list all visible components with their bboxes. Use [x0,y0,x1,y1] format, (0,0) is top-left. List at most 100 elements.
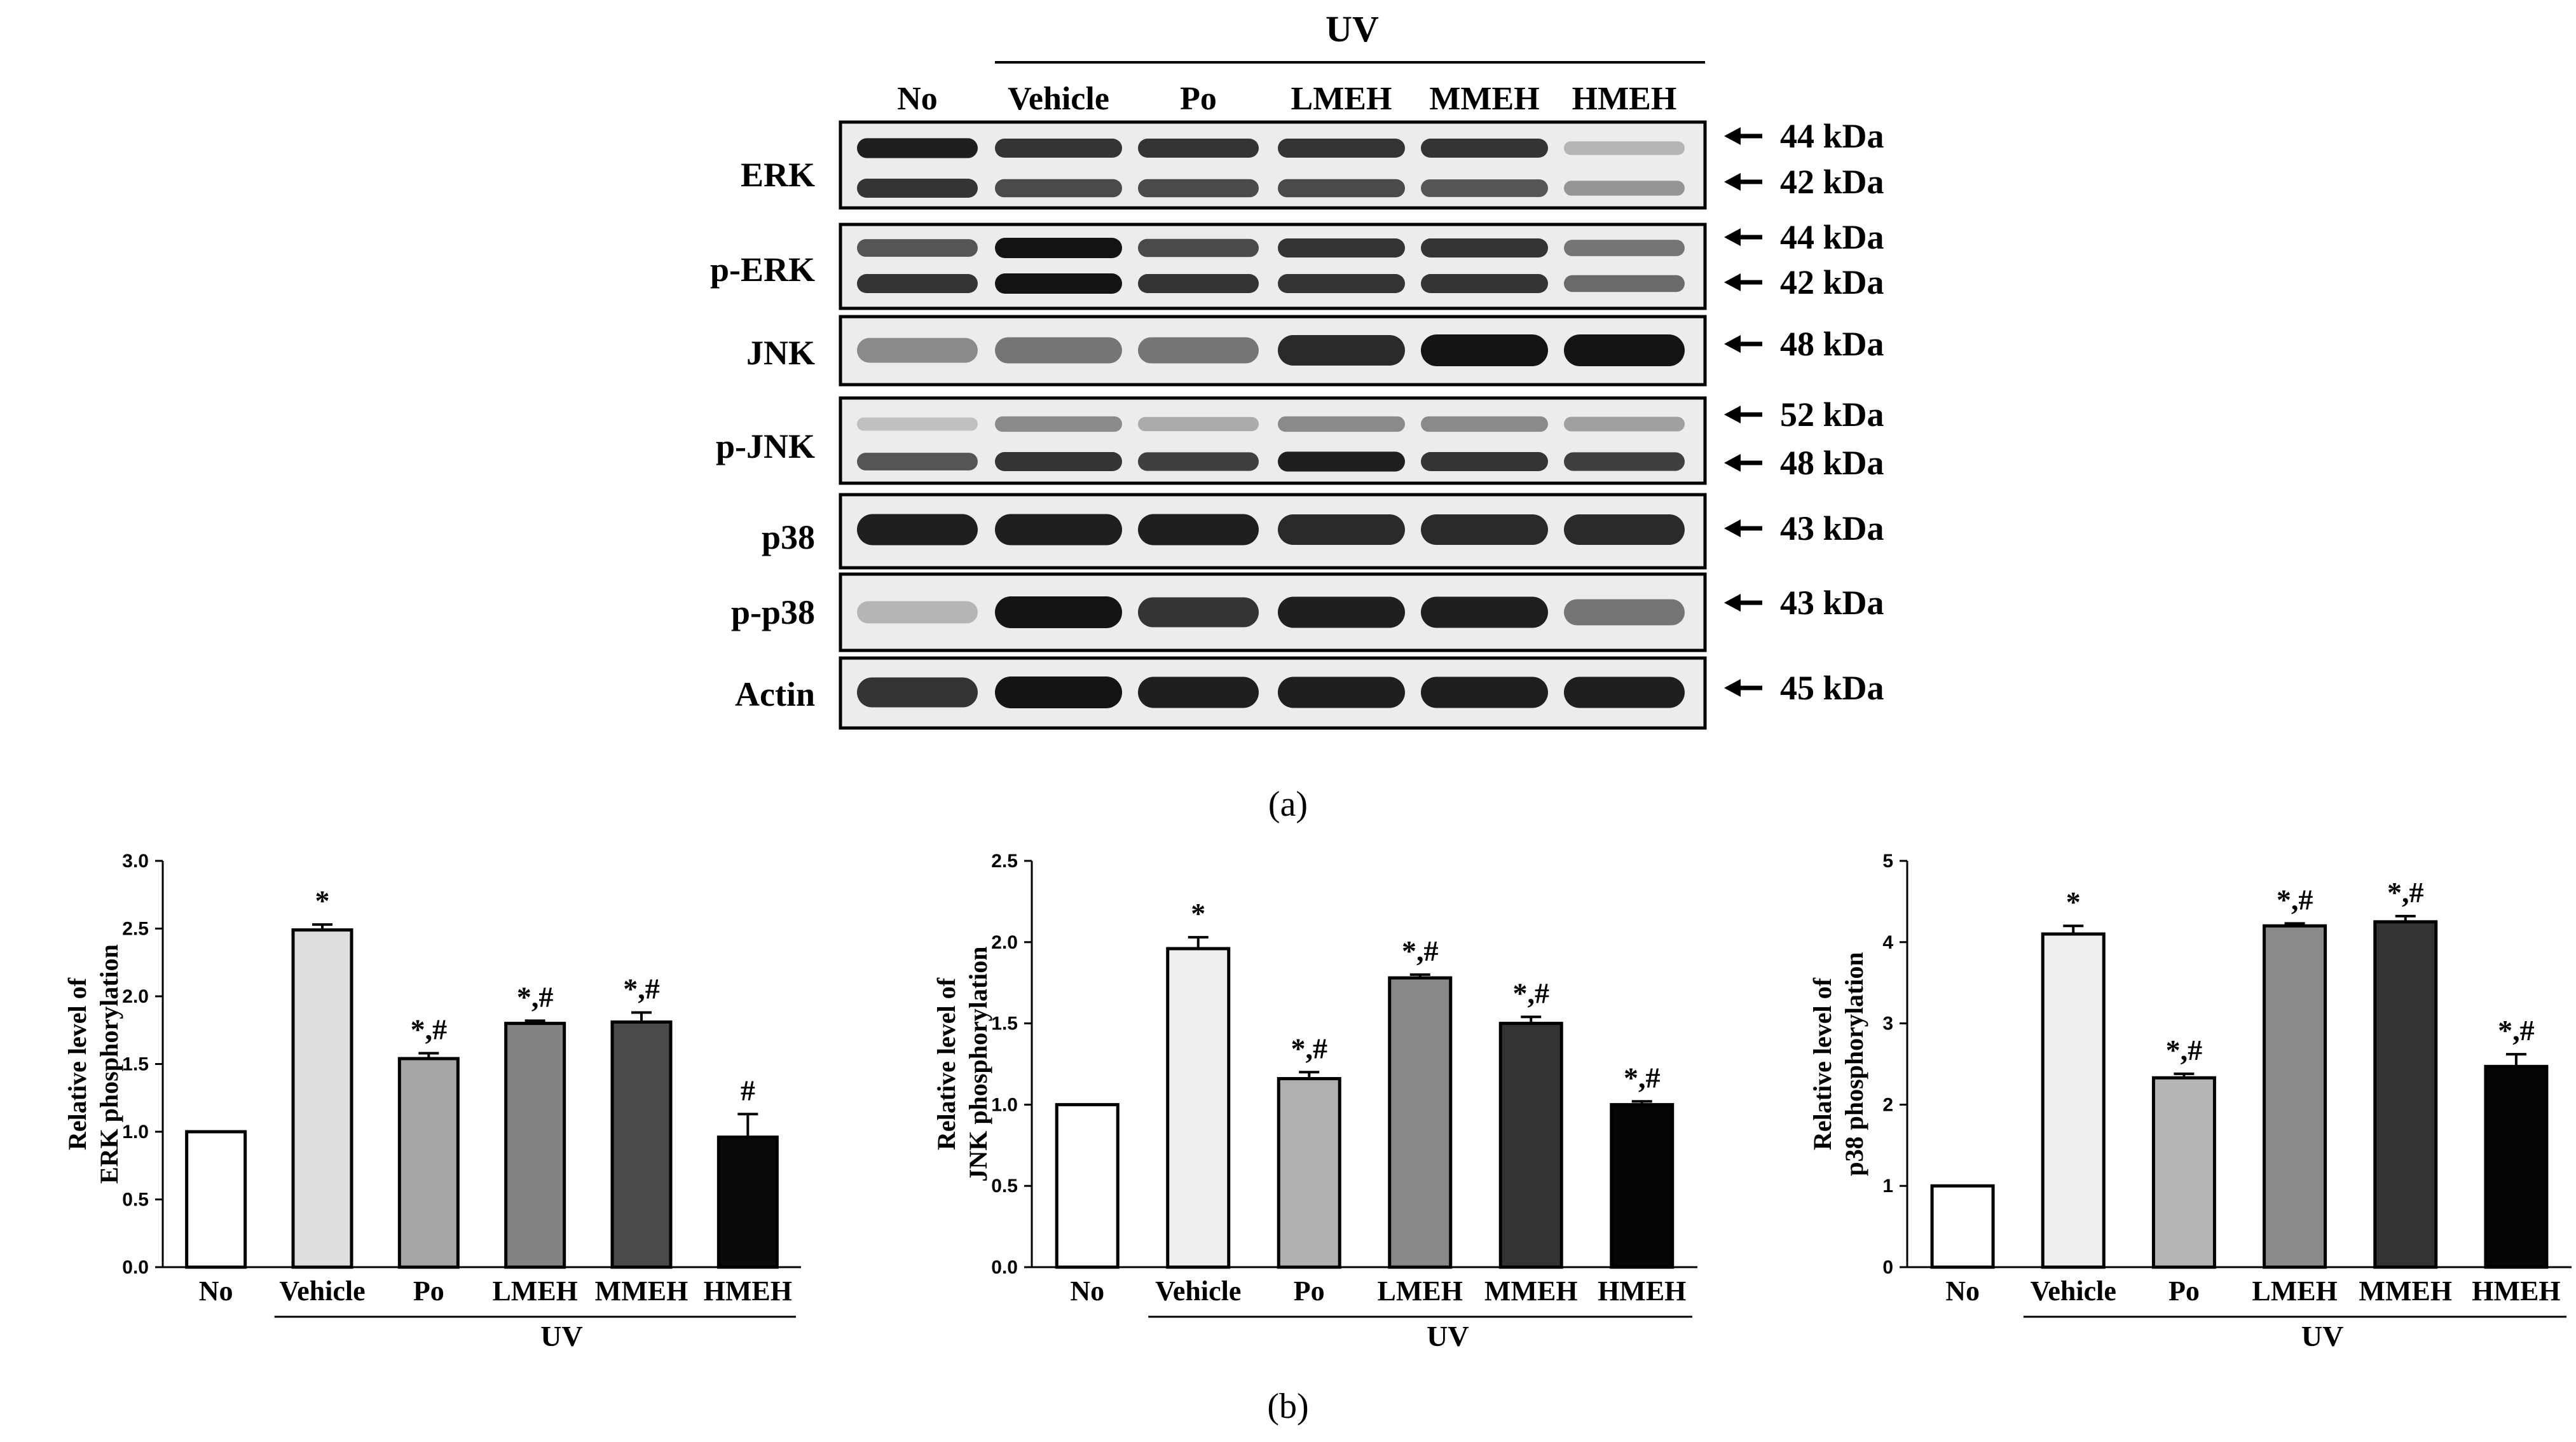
band [1278,416,1405,432]
significance-label: *,# [2166,1034,2203,1066]
x-tick-label: HMEH [1598,1275,1686,1307]
kda-label: 52 kDa [1780,395,1884,434]
lane-label-no: No [897,81,938,117]
kda-arrow-head [1724,273,1741,291]
y-tick-label: 2.0 [122,986,149,1007]
bar-no [1930,1184,1995,1269]
bar-hmeh [1610,1102,1675,1269]
bar-lmeh [1388,976,1453,1269]
x-tick-label: Po [413,1275,444,1307]
bar-chart-3: 0 1 2 3 4 5 Relative level of p38 phosphorylati… [1808,851,2572,1352]
band [995,179,1122,198]
band [1421,139,1548,158]
kda-label: 48 kDa [1780,444,1884,482]
y-tick-label: 2.0 [991,932,1018,953]
x-tick-label: MMEH [1484,1275,1578,1307]
lane-label-po: Po [1180,81,1217,117]
kda-label: 44 kDa [1780,218,1884,256]
y-tick-label: 3 [1882,1013,1893,1034]
blot-frame-jnk [839,315,1707,387]
x-tick-label: Po [2168,1275,2200,1307]
uv-group-label: UV [540,1320,582,1352]
significance-label: # [741,1074,755,1106]
band [1278,139,1405,158]
x-tick-label: Po [1294,1275,1325,1307]
band [995,416,1122,432]
band [1421,274,1548,293]
y-tick-label: 5 [1882,851,1893,872]
band [1138,416,1259,432]
protein-label-erk: ERK [741,156,815,194]
kda-label: 43 kDa [1780,584,1884,622]
caption-b: (b) [1267,1387,1308,1426]
x-tick-label: HMEH [704,1275,792,1307]
bar-no [1055,1102,1120,1269]
band [995,337,1122,364]
band [995,273,1122,294]
band [1564,275,1685,292]
lane-label-mmeh: MMEH [1429,81,1539,117]
band [1421,238,1548,258]
band [1421,596,1548,628]
y-tick-label: 4 [1882,932,1893,953]
y-tick-label: 2 [1882,1094,1893,1115]
band [1278,514,1405,545]
protein-label-p38: p38 [762,518,815,556]
blot-frame-p-erk [839,223,1707,310]
band [1421,452,1548,471]
band [1138,179,1259,198]
kda-arrow-head [1724,594,1741,612]
x-tick-label: MMEH [595,1275,689,1307]
band [995,139,1122,158]
band [1278,676,1405,708]
x-tick-label: No [199,1275,233,1307]
kda-arrow-head [1724,127,1741,145]
kda-arrow-head [1724,406,1741,423]
uv-group-label: UV [2301,1320,2343,1352]
panel-a-western-blot: UV No Vehicle Po LMEH MMEH HMEH ERK 44 kDa 42 kDa… [710,8,1884,730]
band [1564,416,1685,432]
band [1564,334,1685,366]
band [857,138,978,158]
bar-vehicle [2041,932,2106,1269]
band [1421,334,1548,366]
y-tick-label: 1 [1882,1176,1893,1197]
bar-mmeh [610,1020,673,1269]
bar-hmeh [2484,1064,2549,1269]
y-tick-label: 0.0 [991,1257,1018,1278]
band [995,238,1122,258]
band [1564,452,1685,471]
y-axis-label: JNK phosphorylation [964,946,992,1181]
band [995,452,1122,471]
significance-label: *,# [2387,876,2424,909]
x-tick-label: No [1945,1275,1980,1307]
protein-label-jnk: JNK [746,334,815,372]
band [1278,238,1405,258]
protein-label-p-p38: p-p38 [731,593,815,631]
band [995,596,1122,628]
lane-label-vehicle: Vehicle [1008,81,1109,117]
bar-no [185,1130,247,1269]
band [1138,274,1259,293]
x-tick-label: LMEH [1378,1275,1463,1307]
significance-label: * [1191,897,1205,930]
kda-arrow-head [1724,454,1741,472]
bar-mmeh [2373,920,2438,1269]
y-tick-label: 2.5 [991,851,1018,872]
band [1564,514,1685,545]
kda-label: 42 kDa [1780,263,1884,301]
y-axis-label: p38 phosphorylation [1840,952,1868,1176]
kda-arrow-head [1724,679,1741,697]
bar-chart-1: 0.0 0.5 1.0 1.5 2.0 2.5 3.0 Relative level of ER… [63,851,801,1352]
uv-header-label: UV [1326,8,1379,50]
band [1564,141,1685,155]
y-tick-label: 2.5 [122,919,149,940]
significance-label: *,# [411,1013,448,1045]
y-axis-label: Relative level of [932,977,961,1150]
significance-label: *,# [2498,1014,2535,1047]
band [857,274,978,293]
kda-label: 45 kDa [1780,669,1884,707]
x-tick-label: Vehicle [279,1275,365,1307]
